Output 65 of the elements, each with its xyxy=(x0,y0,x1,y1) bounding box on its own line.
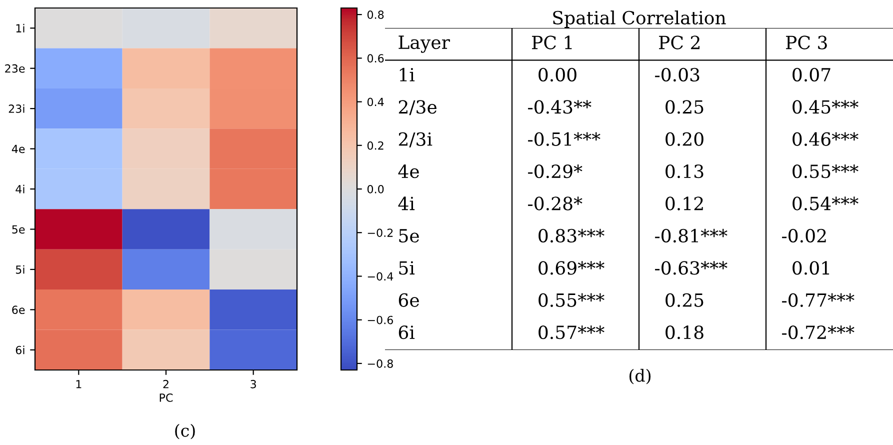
text: (d) xyxy=(629,368,651,384)
data-label: -0.43** xyxy=(528,100,592,114)
data-label: 0.69*** xyxy=(538,261,604,275)
data-label: 0.46*** xyxy=(792,132,858,146)
y-tick-label: 23i xyxy=(8,104,24,113)
text: (c) xyxy=(175,424,195,440)
color-bar-label: −0.8 xyxy=(368,359,393,368)
data-label: 0.55*** xyxy=(538,293,604,307)
x-axis-title: PC xyxy=(160,393,173,402)
y-tick-label: 6e xyxy=(12,306,25,314)
color-bar-label: 0.6 xyxy=(367,54,384,63)
data-label: 0.83*** xyxy=(538,228,604,243)
x-tick-label: 1 xyxy=(76,380,82,388)
data-label: 0.57*** xyxy=(538,325,604,340)
data-label: -0.29* xyxy=(528,164,582,178)
y-tick-label: 6e xyxy=(398,293,419,307)
data-label: 0.45*** xyxy=(792,100,858,114)
color-bar-label: 0.0 xyxy=(367,184,384,194)
data-label: 0.01 xyxy=(792,261,830,275)
data-label: 0.18 xyxy=(666,325,704,340)
color-bar-label: 0.2 xyxy=(367,141,384,150)
color-bar-label: −0.4 xyxy=(368,272,394,281)
y-tick-label: 1i xyxy=(400,68,415,82)
color-bar-label: 0.8 xyxy=(367,10,384,19)
y-tick-label: 2/3i xyxy=(398,132,432,148)
data-label: 0.07 xyxy=(792,68,830,82)
y-tick-label: 4i xyxy=(398,196,415,210)
y-tick-label: 6i xyxy=(398,325,415,340)
data-label: -0.51*** xyxy=(528,132,600,146)
data-label: -0.72*** xyxy=(782,325,854,340)
y-tick-label: 5i xyxy=(16,265,24,274)
data-label: 0.25 xyxy=(666,100,704,114)
x-tick-label: 3 xyxy=(250,380,256,388)
x-tick-label: PC 3 xyxy=(786,36,827,50)
data-label: -0.02 xyxy=(782,228,826,243)
x-tick-label: 2 xyxy=(163,380,168,388)
y-tick-label: 1i xyxy=(16,24,24,32)
color-bar-label: −0.6 xyxy=(368,316,394,324)
y-tick-label: 4i xyxy=(16,184,24,194)
data-label: 0.25 xyxy=(666,293,704,307)
color-bar-label: −0.2 xyxy=(368,228,393,237)
x-tick-label: PC 1 xyxy=(532,36,572,50)
data-label: 0.54*** xyxy=(792,196,858,210)
y-tick-label: 5e xyxy=(399,229,419,243)
x-tick-label: PC 2 xyxy=(659,36,700,50)
y-tick-label: 6i xyxy=(16,346,24,354)
data-label: -0.77*** xyxy=(782,293,854,307)
chart-title: Spatial Correlation xyxy=(553,10,726,28)
y-tick-label: 23e xyxy=(5,64,25,73)
y-tick-label: 4e xyxy=(12,144,25,154)
data-label: 0.12 xyxy=(666,196,703,210)
data-label: -0.03 xyxy=(655,68,700,82)
y-axis-title: Layer xyxy=(398,36,450,53)
y-tick-label: 5i xyxy=(399,261,415,275)
data-label: 0.13 xyxy=(666,164,704,178)
data-label: 0.55*** xyxy=(792,164,858,178)
color-bar-label: 0.4 xyxy=(367,98,384,106)
data-label: 0.00 xyxy=(538,68,576,82)
data-label: -0.81*** xyxy=(655,228,728,243)
data-label: 0.20 xyxy=(666,132,704,146)
y-tick-label: 5e xyxy=(12,225,25,234)
y-tick-label: 4e xyxy=(398,164,419,178)
y-tick-label: 2/3e xyxy=(398,100,437,116)
data-label: -0.28* xyxy=(528,196,582,210)
data-label: -0.63*** xyxy=(655,261,728,275)
